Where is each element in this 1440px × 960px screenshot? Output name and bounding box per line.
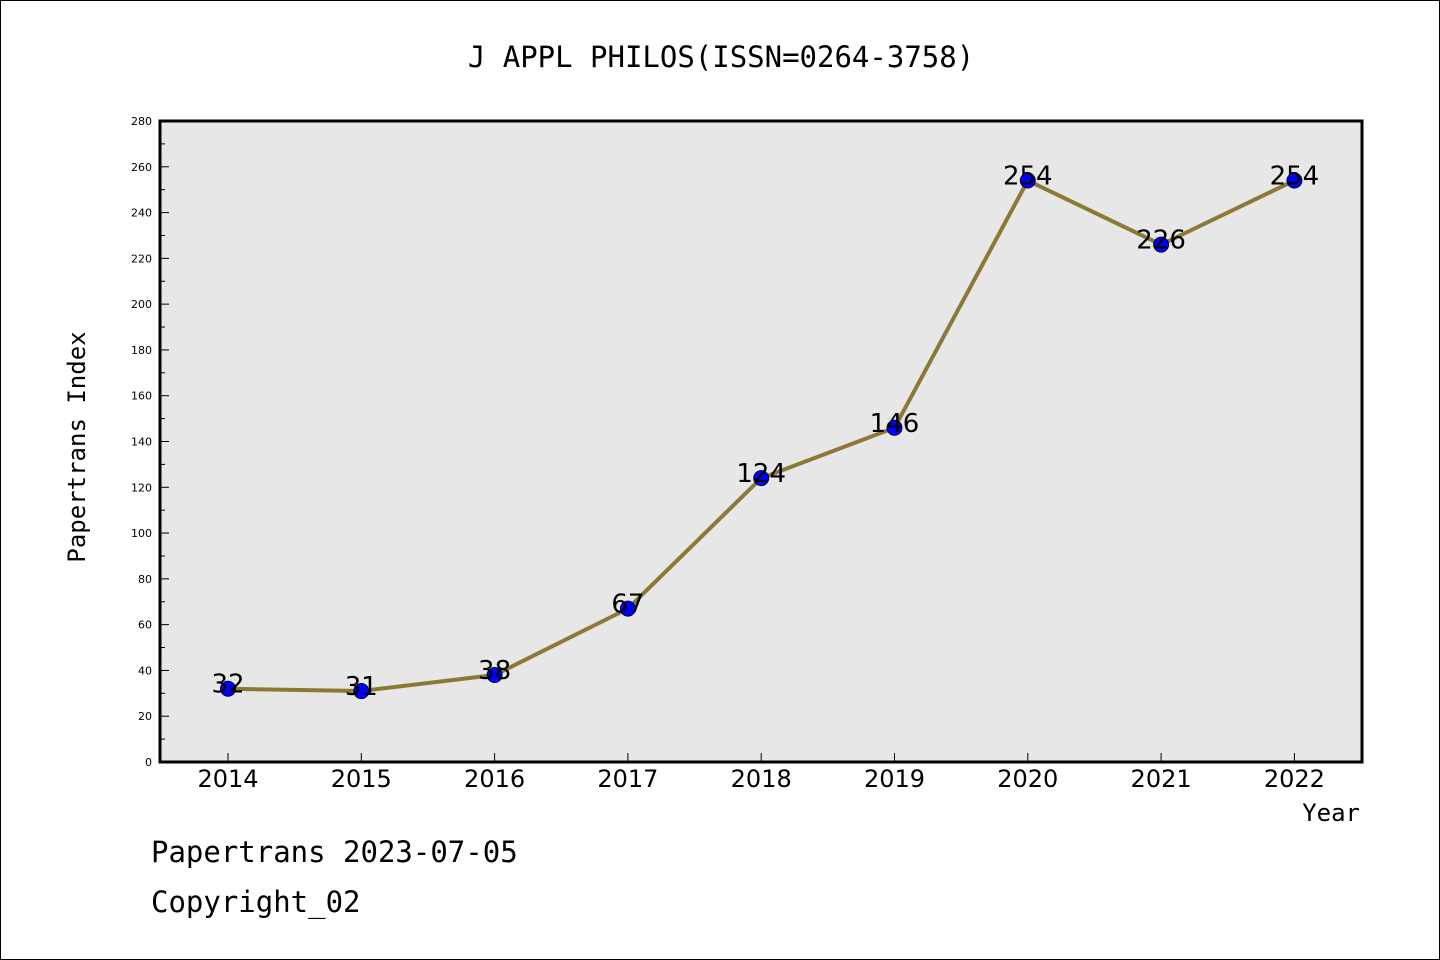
data-point-marker — [886, 419, 903, 436]
footer-date: Papertrans 2023-07-05 — [151, 835, 518, 869]
y-tick-label: 20 — [138, 710, 152, 723]
y-tick-label: 40 — [138, 664, 152, 677]
data-point-marker — [753, 470, 770, 487]
x-axis: 2014 2015 2016 2017 2018 2019 2020 2021 2022 — [197, 753, 1325, 793]
data-label: 254 — [1270, 162, 1320, 192]
y-tick-label: 280 — [131, 115, 152, 128]
footer-copyright: Copyright_02 — [151, 885, 361, 919]
data-label: 226 — [1136, 226, 1186, 256]
data-point-marker — [619, 600, 636, 617]
data-label: 38 — [478, 656, 511, 686]
x-tick-label: 2019 — [864, 765, 925, 793]
plot-area — [158, 119, 1364, 764]
data-point-marker — [1153, 236, 1170, 253]
y-tick-label: 240 — [131, 207, 152, 220]
y-tick-label: 100 — [131, 527, 152, 540]
x-tick-label: 2014 — [197, 765, 258, 793]
data-point-marker — [486, 667, 503, 684]
y-tick-label: 160 — [131, 390, 152, 403]
x-tick-label: 2018 — [731, 765, 792, 793]
y-tick-label: 260 — [131, 161, 152, 174]
y-axis-label: Papertrans Index — [63, 331, 91, 562]
data-point-marker — [220, 680, 236, 697]
x-tick-label: 2015 — [331, 765, 392, 793]
y-tick-label: 140 — [131, 436, 152, 449]
data-point-marker — [353, 683, 370, 700]
x-axis-label: Year — [1302, 799, 1360, 827]
data-label: 124 — [736, 459, 786, 489]
data-label: 67 — [611, 590, 644, 620]
markers-group — [220, 172, 1303, 700]
data-labels-group: 32 31 38 67 124 146 254 226 254 — [211, 162, 1319, 703]
y-tick-label: 120 — [131, 481, 152, 494]
chart-title: J APPL PHILOS(ISSN=0264-3758) — [468, 40, 974, 74]
x-tick-label: 2022 — [1264, 765, 1325, 793]
data-point-marker — [1019, 172, 1036, 189]
x-tick-label: 2016 — [464, 765, 525, 793]
y-tick-label: 60 — [138, 619, 152, 632]
y-tick-label: 80 — [138, 573, 152, 586]
y-tick-label: 200 — [131, 298, 152, 311]
y-axis: 0 20 40 60 80 100 120 140 160 180 200 220 240 260 280 — [131, 115, 169, 769]
data-label: 32 — [211, 670, 244, 700]
data-label: 146 — [870, 409, 920, 439]
y-tick-label: 0 — [145, 756, 152, 769]
x-tick-label: 2017 — [597, 765, 658, 793]
data-label: 31 — [345, 672, 378, 702]
y-tick-label: 220 — [131, 252, 152, 265]
y-tick-label: 180 — [131, 344, 152, 357]
x-tick-label: 2020 — [997, 765, 1058, 793]
x-tick-label: 2021 — [1131, 765, 1192, 793]
data-point-marker — [1286, 172, 1303, 189]
data-label: 254 — [1003, 162, 1053, 192]
